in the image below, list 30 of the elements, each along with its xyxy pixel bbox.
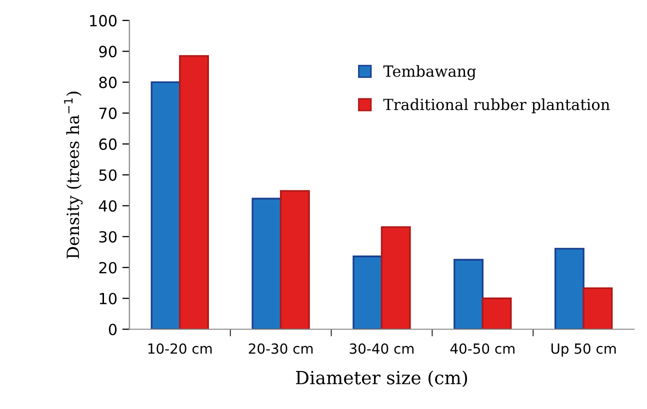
x-tick-label: 20-30 cm <box>248 343 313 354</box>
bar <box>150 81 181 330</box>
x-tick-label: Up 50 cm <box>551 343 616 357</box>
x-tick-label: 30-40 cm <box>350 343 414 354</box>
y-tick-label: 80 <box>99 76 117 88</box>
x-axis-title: Diameter size (cm) <box>296 370 468 387</box>
y-axis-title: Density (trees ha$^{−1}$) <box>64 92 83 258</box>
y-tick-label: 70 <box>99 108 117 120</box>
bar <box>352 256 383 330</box>
y-tick-label: 60 <box>99 138 117 150</box>
bar <box>179 55 209 330</box>
x-tick-label: 10-20 cm <box>148 343 212 354</box>
y-tick-label: 90 <box>99 46 117 58</box>
legend-label: Tembawang <box>383 65 476 80</box>
bar <box>454 258 484 330</box>
y-tick-label: 0 <box>108 324 117 336</box>
y-tick-label: 30 <box>99 231 117 243</box>
bar <box>554 248 584 330</box>
bar <box>582 287 613 330</box>
y-tick-label: 20 <box>99 262 117 274</box>
y-tick-label: 50 <box>99 169 117 181</box>
legend-label: Traditional rubber plantation <box>383 98 610 114</box>
bar <box>280 190 310 330</box>
y-tick-label: 10 <box>100 292 117 304</box>
y-tick-label: 40 <box>98 200 117 212</box>
bar <box>482 298 512 330</box>
bar <box>252 198 282 330</box>
x-tick-label: 40-50 cm <box>450 343 514 354</box>
bar <box>380 226 411 330</box>
y-tick-label: 100 <box>90 14 117 26</box>
